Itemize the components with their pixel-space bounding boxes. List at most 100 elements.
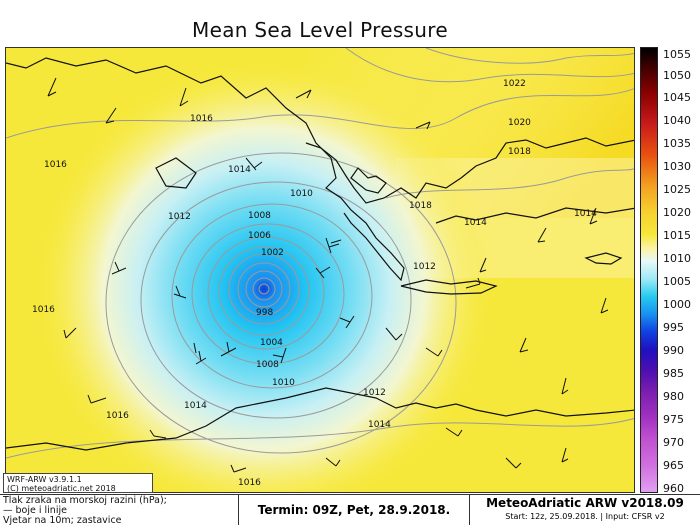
isobar: [252, 277, 276, 301]
island-crete: [400, 279, 498, 295]
isobar-label: 1012: [168, 212, 191, 222]
colorbar-tick: 1040: [663, 114, 691, 127]
coastline-greece-islands: [350, 167, 387, 194]
legend-line: Tlak zraka na morskoj razini (hPa);: [3, 495, 167, 506]
isobar-label: 1018: [508, 147, 531, 157]
isobar-label: 1018: [409, 201, 432, 211]
isobar: [385, 168, 634, 199]
wind-barb: [87, 394, 107, 404]
wind-barb: [385, 327, 403, 341]
isobar-label: 1012: [363, 388, 386, 398]
isobar-label: 1022: [503, 79, 526, 89]
wind-barb: [149, 429, 167, 439]
wind-barb: [325, 237, 342, 254]
colorbar-tick: 965: [663, 459, 684, 472]
isobar: [237, 262, 291, 316]
isobars: [6, 48, 634, 459]
wind-barb: [425, 347, 443, 357]
wind-barb: [47, 77, 57, 97]
wind-barb: [325, 457, 341, 467]
isobar-label: 1014: [228, 165, 251, 175]
coastline-sicily-italy: [155, 157, 197, 189]
wind-barb: [339, 315, 355, 329]
wind-barb: [561, 447, 569, 463]
colorbar-tick: 970: [663, 436, 684, 449]
wind-barb: [179, 87, 189, 107]
coastline-greece: [305, 137, 634, 204]
wind-barb: [63, 327, 77, 339]
isobar: [425, 48, 634, 64]
field-legend: Tlak zraka na morskoj razini (hPa); — bo…: [3, 496, 238, 526]
colorbar-tick: 985: [663, 367, 684, 380]
colorbar-tick: 1020: [663, 206, 691, 219]
isobar-label: 1014: [368, 420, 391, 430]
colorbar-tick: 1030: [663, 160, 691, 173]
wind-barb: [445, 427, 463, 437]
isobar: [245, 270, 283, 308]
isobar: [228, 253, 300, 325]
isobar-label: 1006: [248, 231, 271, 241]
wind-barb: [589, 207, 598, 225]
isobar-label: 1008: [248, 211, 271, 221]
wind-barb: [505, 457, 522, 469]
isobar-label: 1016: [190, 114, 213, 124]
colorbar-tick: 1050: [663, 69, 691, 82]
wind-barb: [295, 89, 312, 99]
low-pressure-shading: [6, 48, 634, 492]
wind-barbs: [47, 77, 609, 473]
brand-name: MeteoAdriatic ARW v2018.09: [486, 496, 684, 510]
valid-time: Termin: 09Z, Pet, 28.9.2018.: [238, 495, 470, 525]
isobar-label: 1010: [272, 378, 295, 388]
isobar-label: 1016: [32, 305, 55, 315]
isobar-label: 1002: [261, 248, 284, 258]
isobar: [191, 223, 345, 365]
wind-barb: [105, 107, 117, 124]
colorbar-tick: 1045: [663, 91, 691, 104]
isobar-label: 1016: [238, 478, 261, 488]
copyright: (C) meteoadriatic.net 2018: [7, 484, 116, 493]
isobar: [105, 152, 457, 454]
coastlines: [6, 57, 634, 451]
island-cyprus: [584, 252, 623, 265]
coastline-northwest: [6, 57, 405, 282]
colorbar-tick: 990: [663, 344, 684, 357]
colorbar-tick: 1025: [663, 183, 691, 196]
colorbar-tick: 1010: [663, 252, 691, 265]
wind-barb: [600, 297, 609, 314]
wind-barb: [465, 277, 481, 289]
isobar-label: 1014: [574, 209, 597, 219]
wind-barb: [220, 341, 237, 357]
isobar-label: 1016: [106, 411, 129, 421]
isobar: [258, 283, 270, 295]
coastline-libya: [6, 387, 634, 451]
run-info: Start: 12z, 25.09.2018. | Input: CFSR v2: [505, 512, 665, 521]
isobar-label: 1014: [184, 401, 207, 411]
pressure-colorbar: [640, 47, 658, 493]
isobar: [207, 236, 325, 350]
wind-barb: [519, 337, 529, 353]
wind-barb: [230, 464, 247, 473]
wind-barb: [272, 347, 287, 364]
colorbar-tick: 995: [663, 321, 684, 334]
isobar-label: 1004: [260, 338, 283, 348]
colorbar-tick: 980: [663, 390, 684, 403]
legend-line: Vjetar na 10m; zastavice: [3, 515, 122, 526]
isobar-label: 1014: [464, 218, 487, 228]
isobar: [171, 203, 373, 389]
colorbar-tick: 1035: [663, 137, 691, 150]
isobar: [345, 48, 634, 83]
wind-barb: [193, 342, 207, 365]
isobar-label: 998: [256, 308, 273, 318]
isobar-label: 1008: [256, 360, 279, 370]
colorbar-tick: 960: [663, 482, 684, 495]
colorbar-tick: 1015: [663, 229, 691, 242]
model-credit-box: WRF-ARW v3.9.1.1 (C) meteoadriatic.net 2…: [3, 473, 153, 493]
wind-barb: [561, 377, 569, 395]
legend-line: — boje i linije: [3, 505, 67, 516]
isobar: [140, 181, 412, 419]
isobar-label: 1012: [413, 262, 436, 272]
colorbar-tick: 975: [663, 413, 684, 426]
isobar: [6, 417, 634, 459]
isobar-label: 1016: [44, 160, 67, 170]
isobar-labels: 1022 1020 1018 1016 1016 1014 1012 1010 …: [32, 79, 597, 488]
